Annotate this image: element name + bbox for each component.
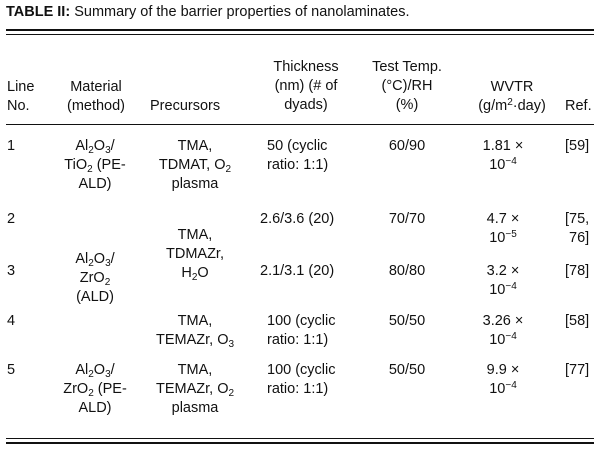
thickness-cell: 50 (cyclic ratio: 1:1) — [267, 138, 329, 173]
caption-text: Summary of the barrier properties of nan… — [74, 4, 410, 20]
line-number: 4 — [7, 313, 16, 329]
temp-cell: 80/80 — [388, 263, 426, 279]
header-ref: Ref. — [565, 98, 592, 114]
line-number: 2 — [7, 211, 16, 227]
bottom-rule-2 — [6, 442, 594, 444]
material-cell: Al2O3/ ZrO2 (ALD) — [75, 251, 115, 305]
precursors-cell: TMA, TEMAZr, O3 — [155, 313, 235, 350]
thickness-cell: 100 (cyclic ratio: 1:1) — [267, 313, 336, 348]
ref-cell: [59] — [565, 138, 590, 154]
ref-cell: [77] — [565, 362, 590, 378]
temp-cell: 60/90 — [388, 138, 426, 154]
header-rule — [6, 124, 594, 125]
precursors-cell: TMA, TDMAT, O2 plasma — [158, 138, 232, 192]
wvtr-cell: 9.9 × 10−4 — [486, 362, 520, 397]
temp-cell: 50/50 — [388, 362, 426, 378]
material-cell: Al2O3/ TiO2 (PE- ALD) — [64, 138, 126, 192]
wvtr-cell: 4.7 × 10−5 — [486, 211, 520, 246]
precursors-cell: TMA, TEMAZr, O2 plasma — [155, 362, 235, 416]
ref-cell: [75, 76] — [565, 211, 590, 246]
wvtr-cell: 3.2 × 10−4 — [486, 263, 520, 298]
wvtr-cell: 1.81 × 10−4 — [482, 138, 524, 173]
header-wvtr: WVTR (g/m2·day) — [478, 79, 546, 114]
top-rule-2 — [6, 34, 594, 35]
precursors-cell: TMA, TDMAZr, H2O — [166, 227, 224, 283]
thickness-cell: 100 (cyclic ratio: 1:1) — [267, 362, 336, 397]
material-cell: Al2O3/ ZrO2 (PE- ALD) — [63, 362, 127, 416]
line-number: 5 — [7, 362, 16, 378]
header-line: Line No. — [7, 79, 35, 114]
thickness-cell: 2.1/3.1 (20) — [260, 263, 335, 279]
header-material: Material (method) — [66, 79, 126, 114]
line-number: 3 — [7, 263, 16, 279]
top-rule-1 — [6, 29, 594, 31]
header-precursors: Precursors — [150, 98, 221, 114]
temp-cell: 50/50 — [388, 313, 426, 329]
ref-cell: [58] — [565, 313, 590, 329]
header-thickness: Thickness (nm) (# of dyads) — [273, 59, 339, 113]
line-number: 1 — [7, 138, 16, 154]
ref-cell: [78] — [565, 263, 590, 279]
header-temp: Test Temp. (°C)/RH (%) — [372, 59, 442, 113]
thickness-cell: 2.6/3.6 (20) — [260, 211, 335, 227]
temp-cell: 70/70 — [388, 211, 426, 227]
wvtr-cell: 3.26 × 10−4 — [482, 313, 524, 348]
bottom-rule-1 — [6, 438, 594, 439]
table-caption: TABLE II: Summary of the barrier propert… — [6, 4, 409, 20]
caption-label: TABLE II: — [6, 4, 71, 20]
